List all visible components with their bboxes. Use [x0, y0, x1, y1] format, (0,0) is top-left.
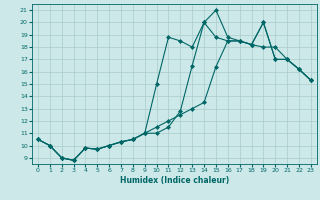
X-axis label: Humidex (Indice chaleur): Humidex (Indice chaleur)	[120, 176, 229, 185]
